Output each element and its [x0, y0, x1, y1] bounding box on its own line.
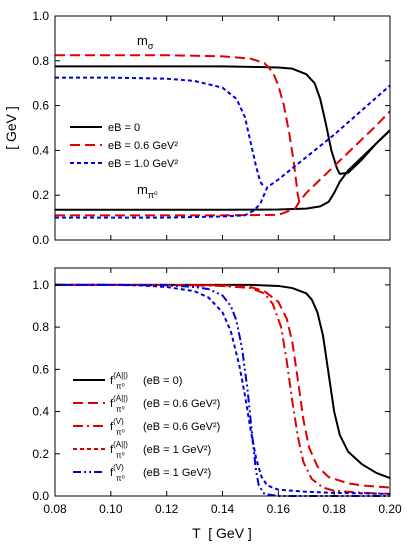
bottom-legend-label-2-main: f: [110, 421, 114, 433]
bottom-series-line-4: [55, 283, 390, 497]
top-y-tick-label-5: 1.0: [32, 9, 49, 23]
top-series-line-0: [55, 65, 391, 175]
top-legend: eB = 0 eB = 0.6 GeV² eB = 1.0 GeV²: [70, 122, 178, 170]
top-y-tick-label-1: 0.2: [32, 188, 49, 202]
bottom-x-tick-label-5: 0.18: [322, 502, 346, 516]
bottom-y-tick-label-5: 1.0: [32, 278, 49, 292]
bottom-plot-frame: [54, 267, 391, 497]
bottom-legend-label-4-sub: π⁰: [116, 474, 125, 483]
annotation-m-sigma: mσ: [137, 33, 154, 51]
top-panel: 0.00.20.40.60.81.0 [ GeV ] mσ mπ⁰ eB = 0…: [3, 9, 391, 247]
bottom-ticks: 0.08 0.10 0.12 0.14 0.16 0.18 0.20 0.0 0.2 0.4 0.6…: [32, 268, 402, 516]
annotation-m-pi0-sub: π⁰: [148, 190, 158, 200]
bottom-legend-label-0-sub: π⁰: [116, 382, 125, 391]
top-y-axis-title: [ GeV ]: [3, 106, 19, 150]
top-ticks: 0.0 0.2 0.4 0.6 0.8 1.0: [32, 9, 391, 247]
bottom-legend-label-0: f(A||) π⁰ (eB = 0): [110, 371, 182, 391]
bottom-x-tick-label-4: 0.16: [267, 502, 291, 516]
bottom-legend-label-4-main: f: [110, 467, 114, 479]
bottom-x-tick-label-2: 0.12: [155, 502, 179, 516]
bottom-legend-label-2-sup: (V): [113, 417, 124, 426]
bottom-legend-label-4-sup: (V): [113, 463, 124, 472]
bottom-x-tick-label-6: 0.20: [378, 502, 402, 516]
bottom-y-tick-label-2: 0.4: [32, 405, 49, 419]
bottom-legend-label-1: f(A||) π⁰ (eB = 0.6 GeV²): [110, 394, 220, 414]
annotation-m-pi0-main: m: [137, 182, 148, 197]
top-plot-frame: [54, 15, 391, 241]
bottom-legend-label-1-main: f: [110, 398, 114, 410]
top-series-line-1: [55, 129, 391, 211]
top-y-tick-label-2: 0.4: [32, 143, 49, 157]
top-y-tick-label-4: 0.8: [32, 54, 49, 68]
bottom-legend-label-0-sup: (A||): [113, 371, 128, 380]
annotation-m-sigma-sub: σ: [148, 41, 154, 51]
annotation-m-sigma-main: m: [137, 33, 148, 48]
bottom-legend-label-4-cond: (eB = 1 GeV²): [143, 467, 211, 479]
bottom-x-tick-label-1: 0.10: [99, 502, 123, 516]
bottom-series-line-3: [55, 283, 391, 495]
bottom-series-line-1: [55, 283, 391, 489]
top-y-tick-label-0: 0.0: [32, 233, 49, 247]
bottom-legend-label-3-main: f: [110, 444, 114, 456]
top-series-line-4: [55, 76, 266, 188]
top-legend-label-1: eB = 0.6 GeV²: [108, 140, 178, 152]
bottom-y-tick-label-1: 0.2: [32, 447, 49, 461]
bottom-curves: [55, 283, 391, 497]
top-y-tick-label-3: 0.6: [32, 99, 49, 113]
bottom-legend-label-1-sub: π⁰: [116, 405, 125, 414]
top-legend-label-0: eB = 0: [108, 122, 140, 134]
bottom-x-tick-label-3: 0.14: [211, 502, 235, 516]
bottom-y-tick-label-4: 0.8: [32, 320, 49, 334]
top-legend-label-2: eB = 1.0 GeV²: [108, 158, 178, 170]
bottom-legend-label-0-main: f: [110, 375, 114, 387]
bottom-legend-label-2: f(V) π⁰ (eB = 0.6 GeV²): [110, 417, 220, 437]
bottom-legend-label-1-cond: (eB = 0.6 GeV²): [143, 398, 220, 410]
bottom-legend: f(A||) π⁰ (eB = 0) f(A||) π⁰ (eB = 0.6 GeV²)…: [73, 371, 220, 483]
bottom-series-line-2: [55, 283, 391, 495]
bottom-legend-label-1-sup: (A||): [113, 394, 128, 403]
bottom-legend-label-0-cond: (eB = 0): [143, 375, 182, 387]
bottom-x-tick-label-0: 0.08: [43, 502, 67, 516]
bottom-legend-label-4: f(V) π⁰ (eB = 1 GeV²): [110, 463, 211, 483]
bottom-y-tick-label-3: 0.6: [32, 362, 49, 376]
bottom-legend-label-2-cond: (eB = 0.6 GeV²): [143, 421, 220, 433]
top-series-line-3: [55, 110, 391, 217]
bottom-legend-label-3-sup: (A||): [113, 440, 128, 449]
top-curves: [55, 54, 391, 219]
bottom-legend-label-3-cond: (eB = 1 GeV²): [143, 444, 211, 456]
bottom-legend-label-3: f(A||) π⁰ (eB = 1 GeV²): [110, 440, 211, 460]
bottom-panel: 0.08 0.10 0.12 0.14 0.16 0.18 0.20 0.0 0.2 0.4 0.6…: [32, 267, 402, 541]
annotation-m-pi0: mπ⁰: [137, 182, 158, 200]
top-series-line-5: [55, 84, 391, 219]
bottom-legend-label-2-sub: π⁰: [116, 428, 125, 437]
bottom-x-axis-title: T [ GeV ]: [192, 525, 252, 541]
bottom-y-tick-label-0: 0.0: [32, 489, 49, 503]
top-series-line-2: [55, 54, 301, 203]
bottom-legend-label-3-sub: π⁰: [116, 451, 125, 460]
